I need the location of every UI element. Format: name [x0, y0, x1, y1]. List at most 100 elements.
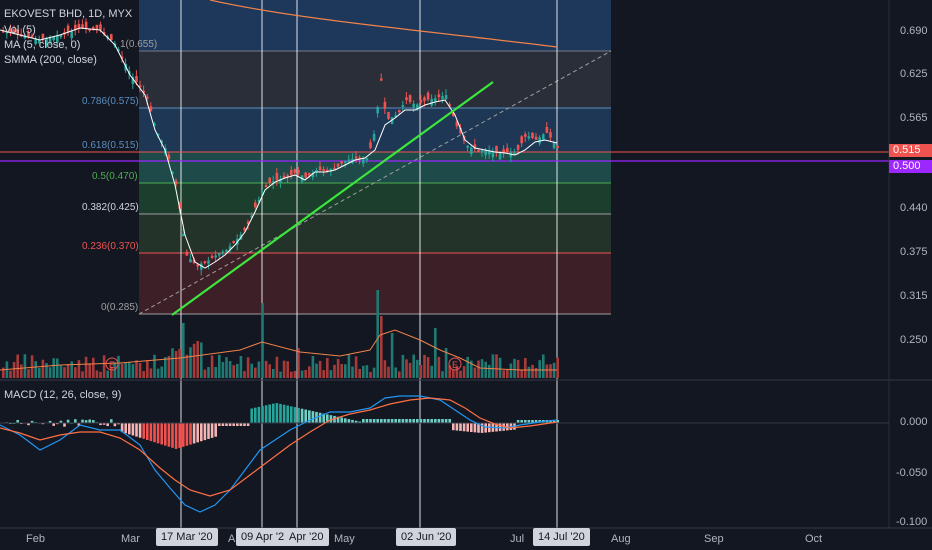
- macd-histogram-bar: [56, 423, 59, 425]
- candle-body: [484, 150, 487, 156]
- earnings-event-marker[interactable]: E: [448, 357, 462, 371]
- candle-body: [495, 146, 498, 153]
- indicator-ma[interactable]: MA (5, close, 0): [4, 39, 81, 51]
- current-price-tag: 0.515: [889, 144, 932, 157]
- candle-body: [318, 166, 322, 170]
- macd-histogram-bar: [239, 423, 243, 426]
- macd-tick: -0.100: [896, 516, 928, 528]
- volume-bar: [322, 370, 325, 378]
- macd-histogram-bar: [452, 423, 455, 431]
- candle-body: [117, 49, 120, 52]
- candle-body: [38, 39, 41, 44]
- volume-bar: [513, 358, 516, 378]
- macd-histogram-bar: [92, 420, 95, 423]
- volume-bar: [142, 371, 145, 378]
- macd-histogram-bar: [48, 420, 52, 423]
- candle-body: [502, 149, 505, 153]
- candle-body: [362, 159, 365, 164]
- fib-label-0382: 0.382(0.425): [82, 202, 139, 213]
- volume-bar: [138, 362, 142, 378]
- macd-histogram-bar: [214, 423, 217, 437]
- candle-body: [5, 31, 9, 34]
- macd-histogram-bar: [290, 406, 293, 423]
- macd-histogram-bar: [174, 423, 178, 449]
- symbol-title[interactable]: EKOVEST BHD, 1D, MYX: [4, 8, 133, 20]
- macd-histogram-bar: [520, 420, 523, 423]
- macd-histogram-bar: [113, 423, 117, 427]
- candle-body: [142, 90, 145, 93]
- indicator-smma[interactable]: SMMA (200, close): [4, 54, 97, 66]
- macd-histogram-bar: [412, 419, 415, 423]
- macd-indicator-label[interactable]: MACD (12, 26, close, 9): [4, 389, 122, 401]
- fib-label-0: 0(0.285): [101, 302, 139, 313]
- macd-histogram-bar: [207, 423, 210, 439]
- volume-bar: [74, 367, 77, 378]
- macd-histogram-bar: [480, 423, 484, 433]
- macd-histogram-bar: [196, 423, 199, 443]
- volume-bar: [56, 358, 59, 378]
- candle-body: [380, 78, 383, 81]
- candle-body: [200, 263, 203, 270]
- candle-body: [542, 134, 545, 140]
- volume-bar: [110, 366, 113, 378]
- volume-bar: [506, 369, 509, 378]
- candle-body: [470, 147, 473, 154]
- volume-bar: [30, 355, 34, 378]
- macd-histogram-bar: [394, 419, 397, 423]
- candle-body: [228, 246, 232, 250]
- macd-histogram-bar: [466, 423, 469, 432]
- volume-bar: [146, 360, 149, 378]
- macd-histogram-bar: [462, 423, 466, 432]
- volume-bar: [336, 358, 340, 378]
- candle-body: [218, 253, 221, 256]
- candle-body: [156, 133, 160, 136]
- volume-bar: [70, 361, 73, 378]
- volume-bar: [423, 354, 426, 378]
- macd-histogram-bar: [200, 423, 203, 442]
- candle-body: [9, 29, 12, 33]
- macd-histogram-bar: [516, 420, 520, 423]
- trendline[interactable]: [171, 81, 494, 316]
- level-price-tag: 0.500: [889, 160, 932, 173]
- volume-bar: [210, 355, 214, 378]
- candle-body: [174, 180, 178, 185]
- macd-histogram-bar: [228, 423, 232, 426]
- macd-histogram-bar: [164, 423, 167, 446]
- candle-body: [120, 56, 124, 59]
- volume-bar: [390, 333, 394, 378]
- earnings-event-marker[interactable]: E: [105, 357, 119, 371]
- macd-histogram-bar: [250, 408, 253, 423]
- macd-histogram-bar: [369, 419, 372, 423]
- event-marker-label: E: [109, 360, 115, 370]
- volume-bar: [452, 369, 455, 378]
- macd-histogram-bar: [257, 406, 261, 423]
- macd-histogram-bar: [380, 419, 383, 423]
- candle-body: [491, 151, 495, 158]
- volume-bar: [426, 357, 430, 378]
- candle-body: [88, 28, 91, 31]
- candle-body: [308, 173, 311, 176]
- volume-bar: [214, 367, 217, 378]
- macd-histogram-bar: [74, 419, 77, 423]
- candle-body: [520, 136, 523, 144]
- candle-body: [41, 33, 45, 40]
- volume-bar: [135, 360, 138, 378]
- macd-histogram-bar: [110, 419, 113, 423]
- macd-histogram-bar: [434, 419, 437, 423]
- macd-histogram-bar: [351, 419, 354, 423]
- candle-body: [516, 145, 520, 150]
- candle-body: [336, 163, 340, 167]
- volume-bar: [272, 368, 275, 378]
- indicator-volume[interactable]: Vol (5): [4, 24, 36, 36]
- candle-body: [513, 152, 516, 155]
- macd-histogram-bar: [218, 423, 221, 426]
- candle-body: [192, 259, 196, 263]
- candle-body: [286, 175, 289, 178]
- volume-bar: [311, 355, 315, 378]
- candle-body: [257, 199, 261, 202]
- candle-body: [110, 34, 113, 40]
- candle-body: [23, 35, 27, 39]
- volume-bar: [120, 363, 124, 378]
- volume-bar: [416, 359, 419, 378]
